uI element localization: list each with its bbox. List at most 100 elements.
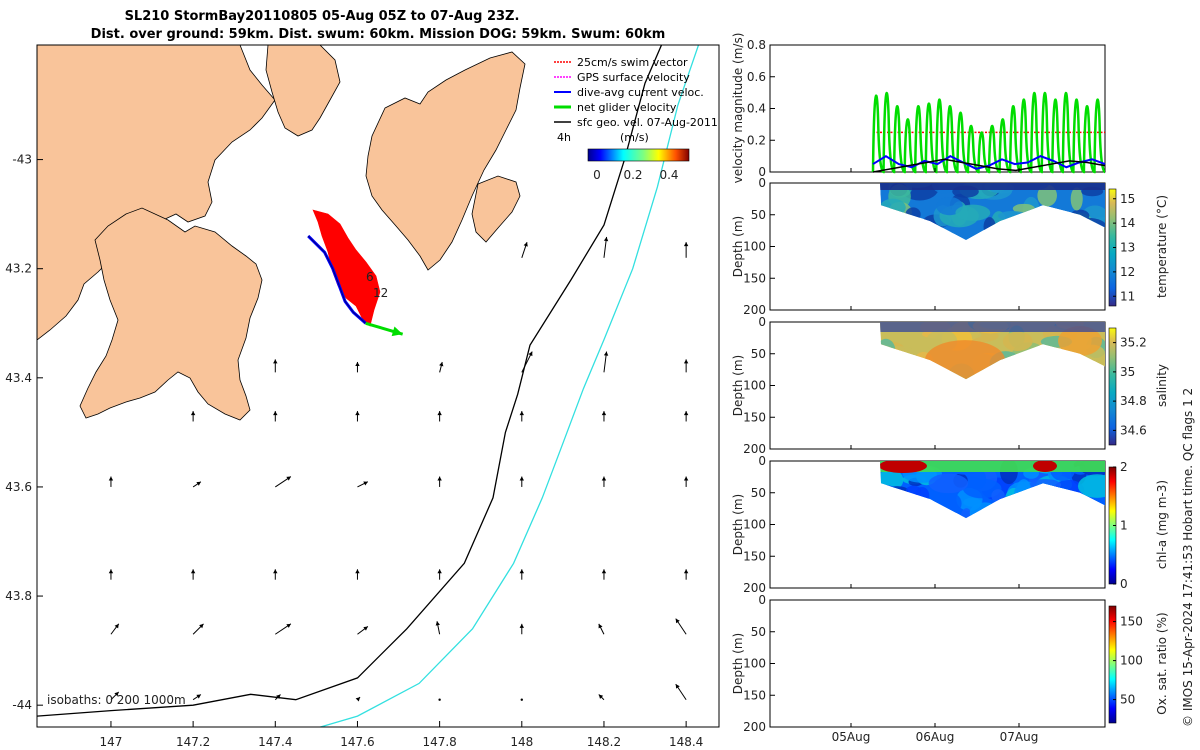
map-legend: 25cm/s swim vector GPS surface velocity …	[554, 56, 718, 182]
chlorophyll-cbar-tick-label: 2	[1120, 460, 1128, 474]
current-vector	[273, 569, 278, 580]
current-vector	[521, 242, 528, 258]
figure-title-line2: Dist. over ground: 59km. Dist. swum: 60k…	[91, 27, 666, 42]
glider-label-6: 6	[366, 270, 374, 284]
current-vector	[439, 361, 444, 373]
isobath-200m	[37, 45, 663, 717]
map-y-tick-label: -44	[12, 698, 32, 712]
current-vector	[190, 411, 196, 422]
temperature-cbar-tick-label: 11	[1120, 289, 1135, 303]
glider-label-12: 12	[373, 286, 388, 300]
temperature-colorbar-label: temperature (°C)	[1155, 195, 1169, 298]
chlorophyll-ylabel: Depth (m)	[731, 494, 745, 555]
oxygen-y-tick-label: 100	[743, 657, 766, 671]
vel-y-tick-label: 0	[758, 165, 766, 179]
map-y-tick-label: 43.4	[5, 371, 32, 385]
current-vector	[519, 476, 524, 487]
vel-y-tick-label: 0.4	[747, 102, 766, 116]
map-y-tick-label: 43.6	[5, 480, 32, 494]
map-x-tick-label: 147.4	[258, 735, 292, 749]
current-vector	[435, 621, 441, 635]
temperature-y-tick-label: 50	[751, 208, 766, 222]
current-vector	[357, 481, 369, 488]
map-y-tick-label: 43.8	[5, 589, 32, 603]
current-vector	[683, 359, 689, 373]
legend-item-sfc-geo-velocity: sfc geo. vel. 07-Aug-2011	[554, 116, 718, 129]
current-vector	[355, 361, 360, 373]
series-dive-avg-current	[872, 154, 1106, 170]
chlorophyll-y-tick-label: 0	[758, 454, 766, 468]
legend-item-net-glider-velocity: net glider velocity	[554, 101, 677, 114]
current-vector	[519, 569, 524, 580]
colorbar-tick-1: 0.2	[623, 168, 642, 182]
salinity-cbar-tick-label: 34.8	[1120, 394, 1147, 408]
salinity-y-tick-label: 100	[743, 379, 766, 393]
isobath-1000m	[318, 45, 700, 727]
colorbar-unit-label: (m/s)	[620, 131, 649, 144]
velocity-series	[871, 92, 1106, 174]
land-maria-island	[471, 175, 521, 243]
oxygen-axes	[769, 599, 1106, 728]
current-vector	[192, 623, 204, 635]
current-vector	[190, 569, 196, 580]
colorbar-tick-0: 0	[593, 168, 601, 182]
depth-panel-chlorophyll: 0 50 100 150 200 Depth (m) 0 1 2 chl-a (mg m-3)	[731, 454, 1169, 595]
legend-item-swim-vector: 25cm/s swim vector	[554, 56, 688, 69]
current-vector	[598, 694, 605, 701]
map-x-tick-label: 147.8	[422, 735, 456, 749]
salinity-y-tick-label: 200	[743, 442, 766, 456]
current-vector	[108, 569, 114, 580]
oxygen-cbar-tick-label: 50	[1120, 693, 1135, 707]
vel-y-tick-label: 0.8	[747, 38, 766, 52]
map-colorbar	[587, 148, 690, 162]
map-x-tick-label: 148.2	[587, 735, 621, 749]
salinity-ylabel: Depth (m)	[731, 355, 745, 416]
depth-panel-oxygen: 0 50 100 150 200 Depth (m) 50 100 150 Ox. sat. ra…	[731, 593, 1169, 734]
colorbar-tick-2: 0.4	[659, 168, 678, 182]
current-vector	[110, 691, 120, 701]
current-vector	[108, 476, 114, 487]
velocity-y-ticks: 0 0.2 0.4 0.6 0.8	[747, 38, 1020, 179]
chlorophyll-y-tick-label: 150	[743, 549, 766, 563]
oxygen-y-tick-label: 50	[751, 625, 766, 639]
current-vector	[275, 623, 292, 635]
current-vector	[110, 623, 120, 635]
current-vector	[598, 623, 605, 635]
oxygen-y-tick-label: 0	[758, 593, 766, 607]
oxygen-ylabel: Depth (m)	[731, 633, 745, 694]
depth-panel-salinity: 0 50 100 150 200 Depth (m) 34.6 34.8 35 35.2 salin…	[731, 315, 1169, 456]
salinity-y-tick-label: 0	[758, 315, 766, 329]
legend-item-gps-surface-velocity: GPS surface velocity	[554, 71, 690, 84]
oxygen-y-tick-label: 150	[743, 688, 766, 702]
current-vector	[683, 569, 689, 580]
glider-track-center	[307, 235, 367, 324]
temperature-cbar-tick-label: 12	[1120, 265, 1135, 279]
current-vector	[601, 476, 607, 487]
temperature-y-tick-label: 150	[743, 271, 766, 285]
current-vector	[601, 411, 607, 422]
velocity-magnitude-panel: 0 0.2 0.4 0.6 0.8 velocity magnitude (m/s)	[731, 33, 1106, 183]
map-x-tick-label: 147.6	[340, 735, 374, 749]
chlorophyll-y-tick-label: 50	[751, 486, 766, 500]
current-vector	[273, 411, 278, 422]
temperature-y-tick-label: 200	[743, 303, 766, 317]
salinity-cbar-tick-label: 35	[1120, 365, 1135, 379]
land-tasman-peninsula	[79, 207, 263, 421]
current-vector	[437, 411, 442, 422]
series-sfc-geo-velocity	[872, 158, 1106, 173]
vel-y-tick-label: 0.2	[747, 133, 766, 147]
map-x-tick-label: 147.2	[176, 735, 210, 749]
current-vector	[520, 698, 523, 701]
isobaths-label: isobaths: 0 200 1000m	[47, 693, 186, 707]
current-vector	[675, 683, 687, 700]
figure-title-line1: SL210 StormBay20110805 05-Aug 05Z to 07-…	[125, 9, 520, 24]
oxygen-y-tick-label: 200	[743, 720, 766, 734]
temperature-y-tick-label: 0	[758, 176, 766, 190]
current-vector	[603, 236, 609, 258]
current-vector	[519, 411, 524, 422]
oxygen-cbar-tick-label: 150	[1120, 615, 1143, 629]
time-tick-05Aug: 05Aug	[832, 730, 871, 744]
salinity-cbar-tick-label: 34.6	[1120, 423, 1147, 437]
current-vector	[683, 411, 689, 422]
oxygen-colorbar-label: Ox. sat. ratio (%)	[1155, 612, 1169, 714]
